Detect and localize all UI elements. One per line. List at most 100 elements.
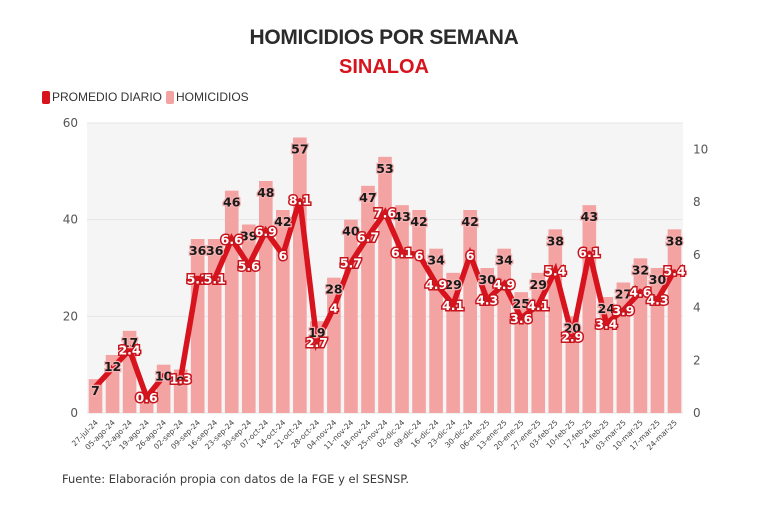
bar [310, 321, 324, 413]
line-value-label: 4.1 [442, 298, 464, 313]
y-right-tick-label: 8 [693, 195, 701, 209]
y-right-tick-label: 10 [693, 142, 708, 156]
bar-value-label: 43 [393, 209, 410, 224]
bar-value-label: 46 [223, 195, 241, 210]
bar [293, 137, 307, 413]
legend-item-promedio-diario: PROMEDIO DIARIO [42, 90, 162, 104]
line-point [349, 261, 353, 265]
line-value-label: 3.6 [510, 311, 532, 326]
line-value-label: 4.1 [527, 298, 549, 313]
bar-value-label: 43 [581, 209, 598, 224]
line-point [281, 253, 285, 257]
bar [599, 297, 614, 413]
line-point [179, 377, 183, 381]
bar-value-label: 30 [649, 272, 667, 287]
line-point [587, 250, 591, 254]
line-point [638, 290, 642, 294]
bar [378, 156, 392, 414]
bar-value-label: 42 [274, 214, 291, 229]
bar-value-label: 12 [104, 359, 121, 374]
line-point [621, 308, 625, 312]
bar [224, 190, 239, 413]
line-value-label: 3.4 [595, 316, 617, 331]
line-point [553, 269, 557, 273]
line-point [196, 277, 200, 281]
y-left-tick-label: 0 [70, 406, 78, 420]
legend-swatch-promedio-diario [42, 90, 50, 104]
bar [650, 268, 665, 413]
line-value-label: 2.7 [306, 335, 328, 350]
bar [463, 210, 477, 413]
bar [207, 239, 222, 413]
line-point [417, 253, 421, 257]
bar-value-label: 30 [478, 272, 496, 287]
line-value-label: 6.1 [391, 245, 413, 260]
line-point [247, 263, 251, 267]
bar-value-label: 7 [91, 383, 100, 398]
bar-value-label: 42 [410, 214, 427, 229]
y-right-tick-label: 4 [693, 301, 701, 315]
legend-swatch-homicidios [166, 90, 175, 104]
line-value-label: 5.4 [663, 264, 685, 279]
bar-value-label: 53 [376, 161, 393, 176]
line-point [536, 303, 540, 307]
line-point [94, 385, 98, 389]
line-labels: 2.40.61.35.15.16.65.66.968.12.745.76.77.… [117, 191, 687, 407]
bar [139, 393, 154, 413]
line-value-label: 4.9 [425, 277, 447, 292]
legend: PROMEDIO DIARIO HOMICIDIOS [42, 90, 253, 104]
bar [565, 316, 580, 413]
bar-value-label: 9 [176, 374, 185, 389]
line-value-label: 4.9 [493, 277, 515, 292]
bar-value-label: 40 [342, 224, 360, 239]
line-value-label: 8.1 [289, 192, 311, 207]
bar [395, 205, 409, 413]
bar-value-label: 32 [632, 262, 649, 277]
line-series [93, 197, 677, 403]
bar-value-label: 48 [257, 185, 274, 200]
bar [633, 258, 648, 413]
line-point [332, 306, 336, 310]
bar-value-label: 29 [530, 277, 547, 292]
line-value-label: 7.6 [374, 206, 396, 221]
line-point [230, 237, 234, 241]
chart-subtitle: SINALOA [339, 56, 429, 78]
y-right-tick-label: 6 [693, 248, 701, 262]
y-right-tick-label: 0 [693, 406, 701, 420]
line-value-label: 0.6 [136, 390, 158, 405]
chart-title: HOMICIDIOS POR SEMANA [249, 26, 519, 49]
bar-value-label: 57 [291, 142, 308, 157]
bar-value-label: 36 [206, 243, 224, 258]
source-note: Fuente: Elaboración propia con datos de … [62, 472, 410, 486]
legend-label-promedio-diario: PROMEDIO DIARIO [52, 90, 163, 104]
bar [412, 210, 426, 413]
bar-value-label: 27 [615, 287, 632, 302]
line-point [298, 197, 302, 201]
x-axis: 27-jul-2405-ago-2412-ago-2419-ago-2426-a… [70, 418, 679, 452]
line-point [655, 298, 659, 302]
bar [582, 205, 597, 413]
bar [344, 219, 358, 413]
line-point [145, 395, 149, 399]
line-point [570, 335, 574, 339]
line-point [128, 348, 132, 352]
line-value-label: 4.6 [629, 285, 651, 300]
bar [514, 292, 529, 413]
bar-value-label: 36 [189, 243, 207, 258]
bar-value-label: 29 [444, 277, 461, 292]
line-value-label: 1.3 [170, 372, 192, 387]
bar [258, 181, 273, 413]
line-point [315, 340, 319, 344]
line-value-label: 6.7 [357, 229, 379, 244]
bar [446, 272, 460, 413]
bar [190, 239, 205, 413]
bar-value-label: 10 [155, 369, 173, 384]
bar-value-label: 42 [461, 214, 478, 229]
bar-value-label: 34 [427, 253, 445, 268]
y-left-tick-label: 60 [63, 116, 78, 130]
line-point [604, 321, 608, 325]
bar [361, 185, 375, 413]
line-point [672, 269, 676, 273]
bar-value-label: 28 [325, 282, 342, 297]
